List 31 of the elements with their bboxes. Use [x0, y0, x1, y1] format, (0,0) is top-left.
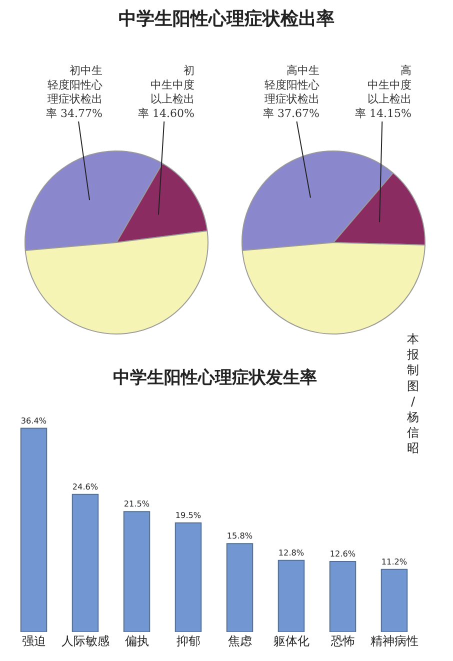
bar [278, 560, 305, 632]
data-label: 36.4% [20, 415, 47, 426]
chart-title: 中学生阳性心理症状检出率 [118, 8, 334, 30]
x-tick-label: 恐怖 [330, 634, 355, 648]
data-label: 11.2% [381, 556, 408, 566]
bar [329, 560, 356, 632]
data-label: 19.5% [175, 510, 202, 520]
chart-title: 中学生阳性心理症状发生率 [113, 368, 317, 388]
bar [123, 511, 150, 632]
slice-label: 初中生中度以上检出率 14.60% [138, 64, 194, 120]
x-tick-label: 偏执 [124, 634, 149, 648]
slice-label: 高中生轻度阳性心理症状检出率 37.67% [263, 64, 320, 120]
x-tick-label: 精神病性 [370, 634, 418, 648]
x-tick-label: 躯体化 [273, 634, 310, 648]
bar [380, 568, 408, 632]
data-label: 24.6% [72, 481, 98, 492]
x-tick-label: 人际敏感 [61, 634, 110, 648]
x-tick-label: 焦虑 [228, 634, 252, 648]
data-label: 21.5% [124, 498, 150, 509]
x-tick-label: 强迫 [22, 634, 46, 648]
data-label: 15.8% [226, 530, 253, 541]
slice-label: 初中生轻度阳性心理症状检出率 34.77% [46, 64, 102, 120]
bar [20, 428, 48, 632]
bar [226, 543, 254, 632]
x-tick-label: 抑郁 [176, 634, 200, 648]
bar [72, 494, 99, 632]
data-label: 12.6% [330, 548, 356, 558]
annotation: 本报制图/杨信昭 [406, 332, 419, 456]
bar [174, 522, 202, 632]
slice-label: 高中生中度以上检出率 14.15% [355, 64, 412, 120]
data-label: 12.8% [278, 547, 304, 558]
